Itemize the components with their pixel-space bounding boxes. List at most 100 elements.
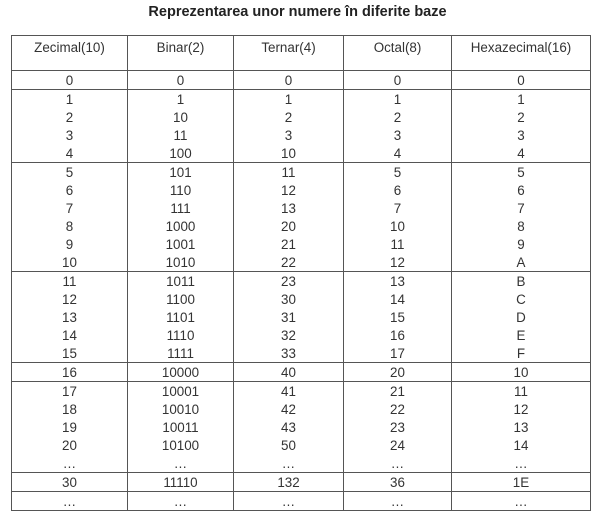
cell-octal: … bbox=[343, 454, 452, 473]
cell-binary: 100 bbox=[127, 144, 234, 163]
cell-ternary: 42 bbox=[233, 400, 344, 418]
cell-ternary: 22 bbox=[233, 253, 344, 272]
cell-hexadecimal: 6 bbox=[451, 181, 591, 199]
cell-hexadecimal: F bbox=[451, 344, 591, 363]
cell-decimal: 4 bbox=[11, 144, 128, 163]
cell-decimal: 0 bbox=[11, 70, 128, 90]
header-ternary: Ternar(4) bbox=[233, 35, 344, 71]
cell-decimal: 3 bbox=[11, 126, 128, 144]
table-row: 6 110 12 6 6 bbox=[11, 181, 591, 199]
table-row: 2 10 2 2 2 bbox=[11, 108, 591, 126]
cell-binary: 10011 bbox=[127, 418, 234, 436]
cell-binary: 10 bbox=[127, 108, 234, 126]
header-octal: Octal(8) bbox=[343, 35, 452, 71]
cell-decimal: 6 bbox=[11, 181, 128, 199]
cell-ternary: 1 bbox=[233, 89, 344, 108]
cell-ternary: 20 bbox=[233, 217, 344, 235]
cell-hexadecimal: 5 bbox=[451, 162, 591, 181]
cell-ternary: 30 bbox=[233, 290, 344, 308]
cell-ternary: 50 bbox=[233, 436, 344, 454]
table-body: 0 0 0 0 0 1 1 1 1 1 2 10 2 2 2 3 11 3 3 3 4 100 10 4 4 5 101 11 5 5 6 1… bbox=[11, 70, 591, 511]
cell-octal: 5 bbox=[343, 162, 452, 181]
table-row: 9 1001 21 11 9 bbox=[11, 235, 591, 253]
cell-hexadecimal: 3 bbox=[451, 126, 591, 144]
cell-hexadecimal: 1E bbox=[451, 472, 591, 492]
cell-octal: 3 bbox=[343, 126, 452, 144]
cell-ternary: 21 bbox=[233, 235, 344, 253]
table-row: 17 10001 41 21 11 bbox=[11, 381, 591, 400]
cell-decimal: … bbox=[11, 491, 128, 511]
table-row: 20 10100 50 24 14 bbox=[11, 436, 591, 454]
cell-hexadecimal: 1 bbox=[451, 89, 591, 108]
cell-ternary: … bbox=[233, 454, 344, 473]
cell-octal: 24 bbox=[343, 436, 452, 454]
cell-decimal: 12 bbox=[11, 290, 128, 308]
cell-binary: 11 bbox=[127, 126, 234, 144]
cell-binary: 10000 bbox=[127, 362, 234, 382]
cell-ternary: … bbox=[233, 491, 344, 511]
cell-hexadecimal: 11 bbox=[451, 381, 591, 400]
cell-decimal: 13 bbox=[11, 308, 128, 326]
cell-octal: 22 bbox=[343, 400, 452, 418]
cell-ternary: 13 bbox=[233, 199, 344, 217]
cell-octal: 20 bbox=[343, 362, 452, 382]
table-title: Reprezentarea unor numere în diferite ba… bbox=[148, 4, 447, 20]
header-row: Zecimal(10) Binar(2) Ternar(4) Octal(8) … bbox=[11, 35, 591, 71]
cell-binary: 10100 bbox=[127, 436, 234, 454]
cell-hexadecimal: 14 bbox=[451, 436, 591, 454]
cell-ternary: 0 bbox=[233, 70, 344, 90]
cell-hexadecimal: 8 bbox=[451, 217, 591, 235]
cell-decimal: 18 bbox=[11, 400, 128, 418]
cell-ternary: 40 bbox=[233, 362, 344, 382]
cell-octal: 10 bbox=[343, 217, 452, 235]
cell-binary: 111 bbox=[127, 199, 234, 217]
cell-decimal: 20 bbox=[11, 436, 128, 454]
cell-hexadecimal: 13 bbox=[451, 418, 591, 436]
cell-binary: 1101 bbox=[127, 308, 234, 326]
cell-binary: 11110 bbox=[127, 472, 234, 492]
cell-binary: 0 bbox=[127, 70, 234, 90]
cell-hexadecimal: 9 bbox=[451, 235, 591, 253]
cell-ternary: 41 bbox=[233, 381, 344, 400]
cell-ternary: 43 bbox=[233, 418, 344, 436]
cell-ternary: 12 bbox=[233, 181, 344, 199]
cell-octal: 15 bbox=[343, 308, 452, 326]
cell-hexadecimal: E bbox=[451, 326, 591, 344]
cell-ternary: 132 bbox=[233, 472, 344, 492]
table-row: 3 11 3 3 3 bbox=[11, 126, 591, 144]
header-binary: Binar(2) bbox=[127, 35, 234, 71]
cell-decimal: 19 bbox=[11, 418, 128, 436]
cell-binary: 1010 bbox=[127, 253, 234, 272]
cell-octal: 1 bbox=[343, 89, 452, 108]
cell-decimal: 7 bbox=[11, 199, 128, 217]
cell-binary: 10001 bbox=[127, 381, 234, 400]
cell-ternary: 10 bbox=[233, 144, 344, 163]
cell-ternary: 31 bbox=[233, 308, 344, 326]
header-hexadecimal: Hexazecimal(16) bbox=[451, 35, 591, 71]
cell-decimal: 17 bbox=[11, 381, 128, 400]
cell-ternary: 3 bbox=[233, 126, 344, 144]
cell-hexadecimal: D bbox=[451, 308, 591, 326]
cell-octal: 11 bbox=[343, 235, 452, 253]
cell-binary: 10010 bbox=[127, 400, 234, 418]
cell-decimal: 1 bbox=[11, 89, 128, 108]
cell-octal: 21 bbox=[343, 381, 452, 400]
cell-octal: 36 bbox=[343, 472, 452, 492]
cell-ternary: 32 bbox=[233, 326, 344, 344]
cell-binary: 1100 bbox=[127, 290, 234, 308]
cell-decimal: 8 bbox=[11, 217, 128, 235]
cell-hexadecimal: 0 bbox=[451, 70, 591, 90]
cell-binary: 110 bbox=[127, 181, 234, 199]
cell-hexadecimal: 4 bbox=[451, 144, 591, 163]
table-row: 7 111 13 7 7 bbox=[11, 199, 591, 217]
cell-octal: 6 bbox=[343, 181, 452, 199]
cell-octal: 14 bbox=[343, 290, 452, 308]
cell-ternary: 23 bbox=[233, 271, 344, 290]
table-row: 14 1110 32 16 E bbox=[11, 326, 591, 344]
table-row: 13 1101 31 15 D bbox=[11, 308, 591, 326]
cell-decimal: 15 bbox=[11, 344, 128, 363]
cell-ternary: 11 bbox=[233, 162, 344, 181]
cell-decimal: 10 bbox=[11, 253, 128, 272]
